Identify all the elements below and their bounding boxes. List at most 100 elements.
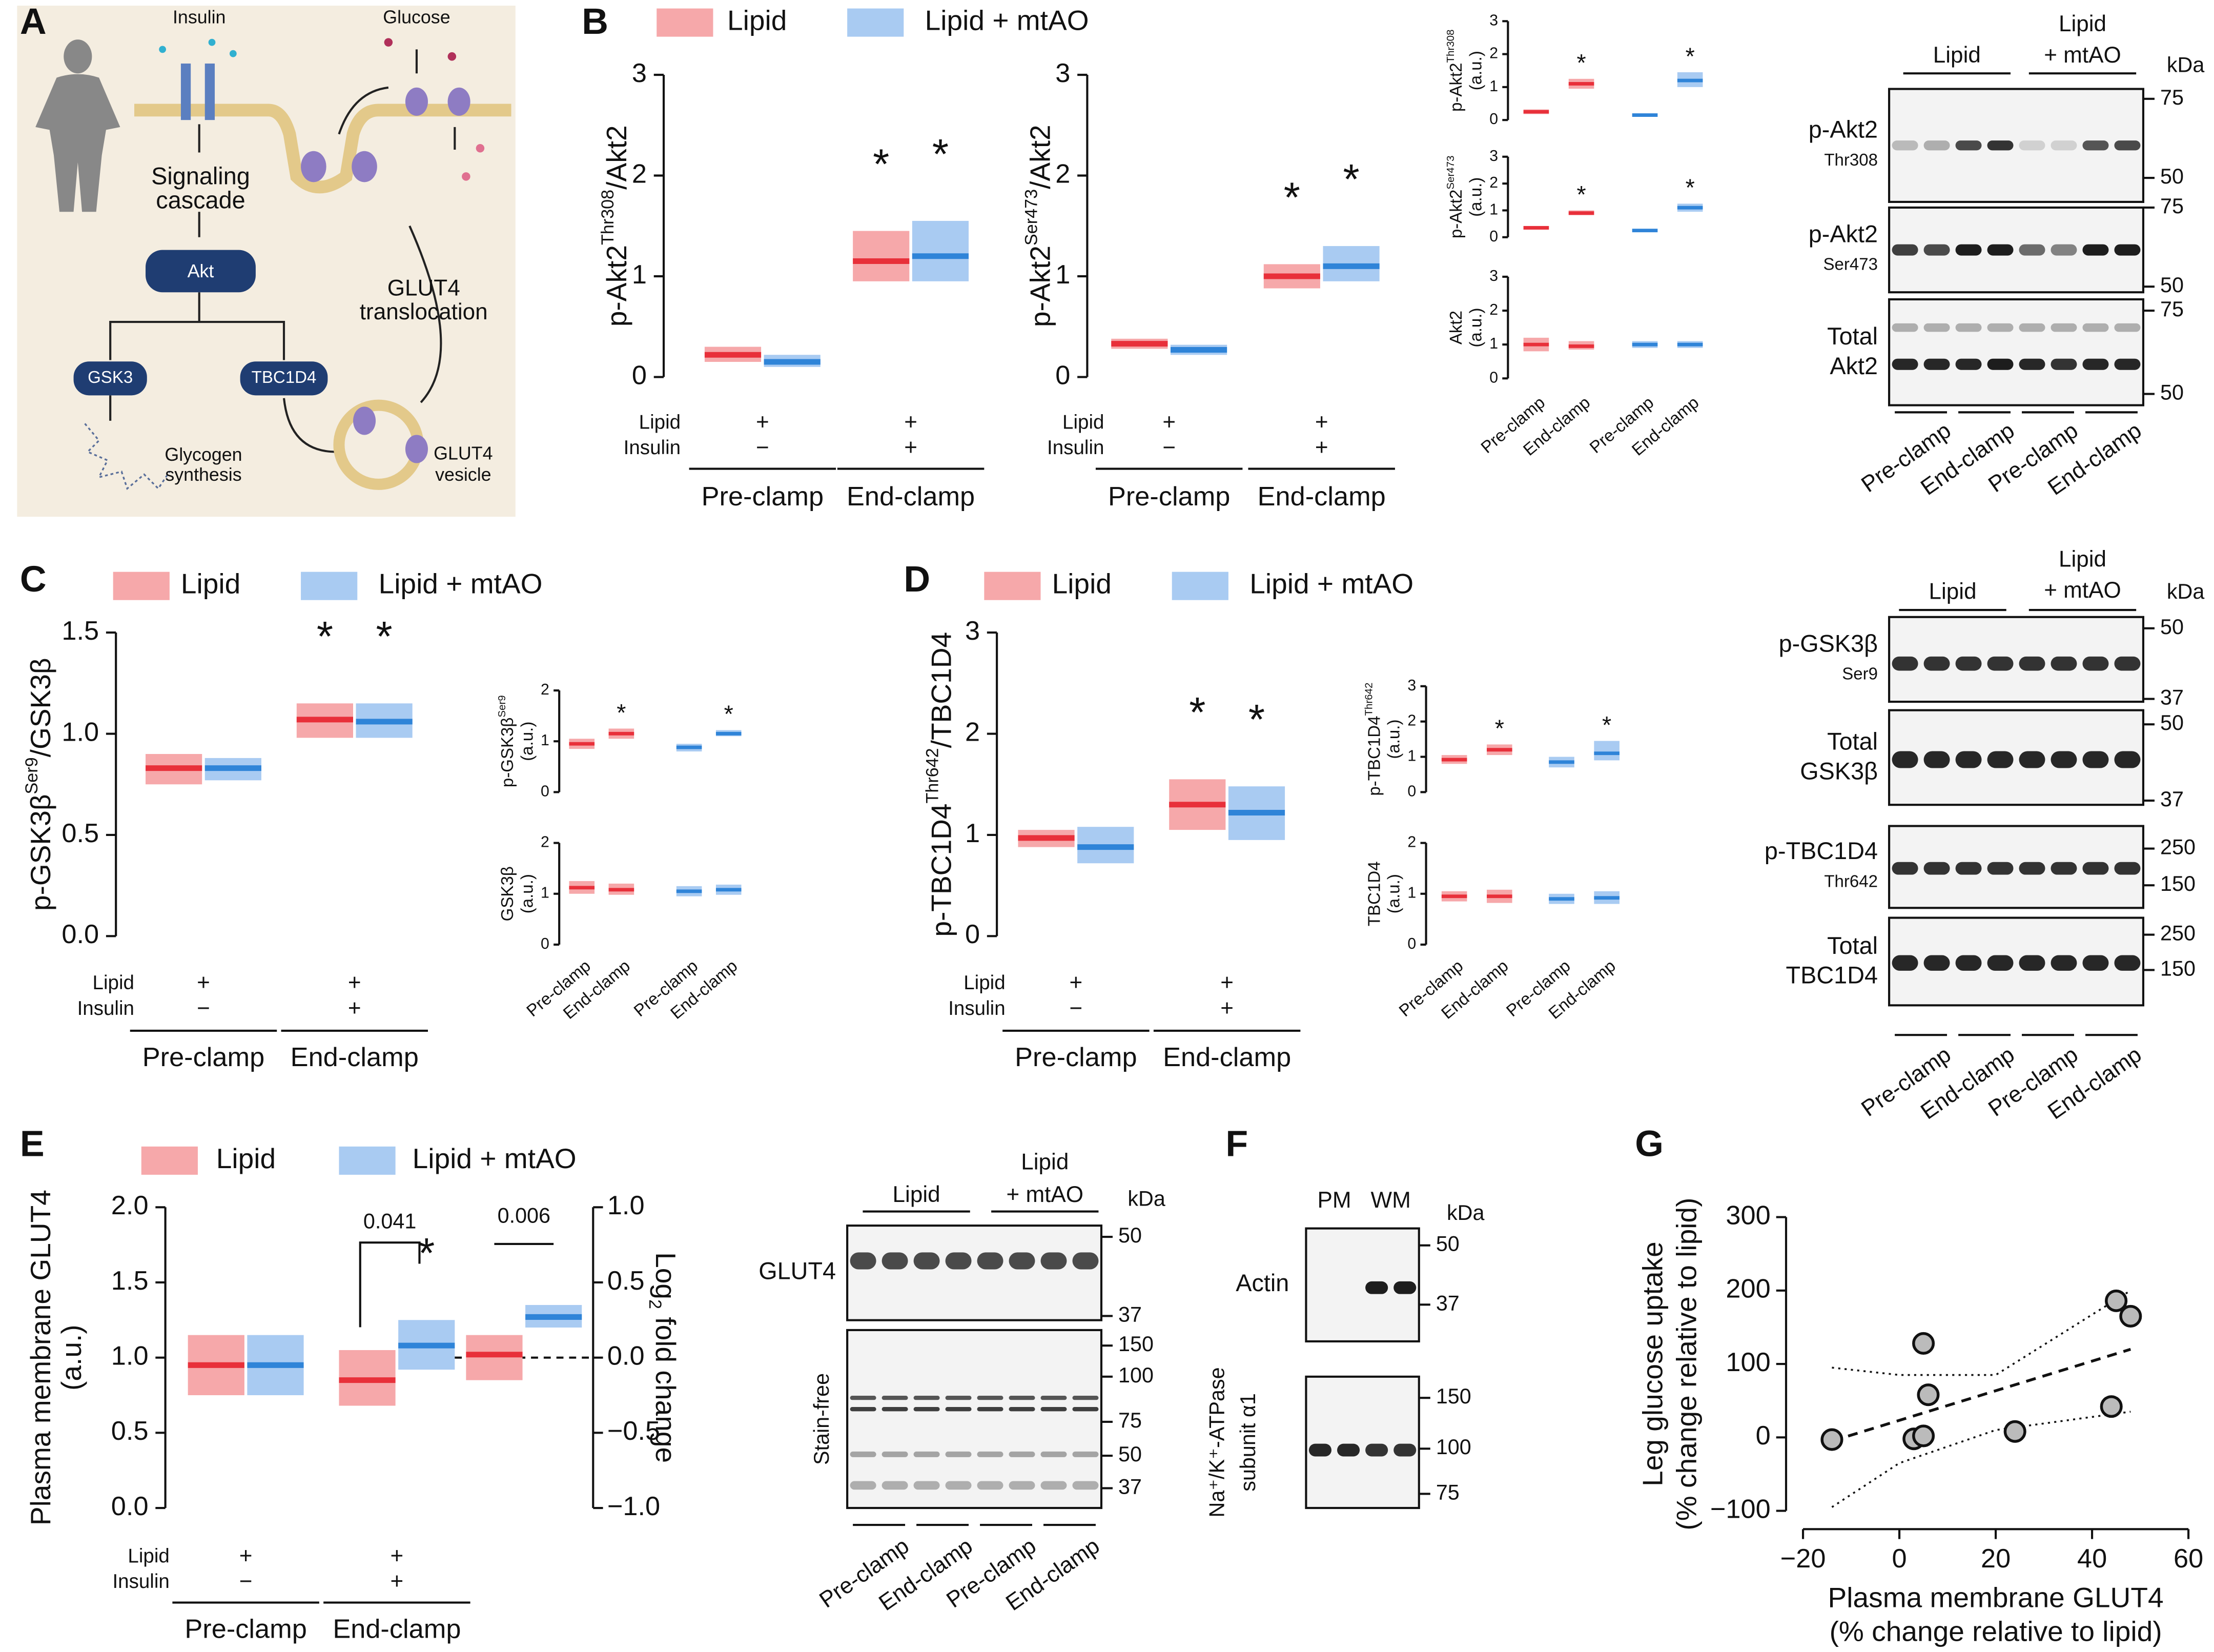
panel-letter: E (20, 1124, 45, 1165)
significance: * (1686, 43, 1695, 70)
condition-mark: − (1162, 435, 1176, 460)
significance: * (317, 613, 333, 660)
marker-label: 75 (2160, 297, 2184, 321)
marker-label: 37 (2160, 787, 2184, 811)
diagram-label: Signaling (151, 162, 250, 189)
blot-band (850, 1481, 876, 1490)
legend-swatch (984, 572, 1041, 600)
blot-band (2051, 751, 2077, 768)
blot-band (945, 1396, 972, 1400)
point (2003, 1420, 2026, 1443)
y2-axis-label-part: fold change (650, 1309, 682, 1463)
blot-row-label: Actin (1236, 1270, 1289, 1296)
condition-mark: + (1220, 995, 1234, 1021)
legend-label: Lipid + mtAO (1249, 568, 1413, 600)
y-axis-unit: (a.u.) (1466, 308, 1485, 348)
y-axis-label-part: /Akt2 (1024, 125, 1056, 189)
y-tick-label: 0 (632, 360, 647, 390)
blot-band (2019, 244, 2045, 256)
blot-band (913, 1481, 940, 1490)
significance: * (724, 701, 733, 727)
y-tick-label: 3 (965, 616, 980, 646)
blot-group-label: Lipid (2059, 546, 2106, 572)
blot-band (945, 1451, 972, 1457)
y2-axis-label: Log2 fold change (645, 1252, 682, 1463)
blot-band (1892, 656, 1918, 671)
y-tick-label: 1 (1489, 78, 1498, 95)
condition-mark: + (239, 1543, 253, 1568)
blot-band (2114, 323, 2141, 332)
significance: * (1576, 50, 1586, 76)
x-tick-label: End-clamp (333, 1615, 461, 1644)
significance: * (1576, 181, 1586, 208)
blot-band (1987, 140, 2014, 151)
blot-band (2082, 140, 2109, 151)
blot-band (2082, 862, 2109, 875)
blot-band (913, 1407, 940, 1412)
blot-band (1955, 358, 1982, 370)
marker-label: 150 (1436, 1384, 1471, 1408)
blot-row-label: p-Akt2 (1809, 116, 1878, 143)
y-tick-label: 3 (1489, 148, 1498, 165)
blot-row-label: Total (1827, 932, 1878, 959)
blot-band (1892, 358, 1918, 370)
y-axis-unit: (a.u.) (518, 874, 537, 913)
blot-band (881, 1451, 908, 1457)
y-tick-label: 0 (541, 935, 549, 952)
blot-band (1987, 323, 2014, 332)
y-tick-label: 0 (965, 920, 980, 949)
marker-label: 50 (2160, 273, 2184, 297)
condition-mark: − (756, 435, 769, 460)
condition-label: Insulin (624, 437, 681, 459)
blot-band (1923, 358, 1950, 370)
marker-label: 100 (1118, 1363, 1154, 1387)
blot-band (2082, 323, 2109, 332)
x-tick-label: Pre-clamp (184, 1615, 306, 1644)
blot-band (1040, 1396, 1067, 1400)
condition-label: Insulin (77, 997, 134, 1019)
blot-band (1987, 244, 2014, 256)
marker-label: 150 (2160, 872, 2196, 895)
marker-label: 50 (1436, 1232, 1460, 1256)
y-tick-label: 1 (1407, 885, 1416, 902)
y-tick-label: 1 (1489, 201, 1498, 218)
blot-band (945, 1252, 972, 1270)
legend-label: Lipid + mtAO (925, 5, 1089, 36)
x-tick-label: Pre-clamp (702, 482, 824, 512)
blot-band (1009, 1252, 1035, 1270)
legend-swatch (657, 8, 713, 37)
y-axis-label: p-Akt2Ser473 (1445, 155, 1466, 238)
blot-band (2082, 358, 2109, 370)
condition-mark: + (1315, 410, 1328, 435)
blot-row-label: Ser473 (1823, 255, 1878, 274)
blot-band (850, 1451, 876, 1457)
marker-label: 75 (2160, 194, 2184, 218)
blot-band (2082, 751, 2109, 768)
y-axis-label-part: Thr308 (598, 190, 618, 245)
condition-mark: + (348, 970, 361, 995)
blot-group-label: Lipid (2059, 11, 2106, 36)
blot-band (1009, 1407, 1035, 1412)
blot-band (1955, 955, 1982, 971)
marker-label: 75 (1118, 1409, 1142, 1432)
significance: * (617, 699, 626, 726)
x-tick-label: Pre-clamp (142, 1043, 264, 1072)
y-axis-label-part: p-GSK3β (498, 718, 517, 788)
y-tick-label: −100 (1710, 1494, 1771, 1524)
point (1912, 1332, 1935, 1355)
y-axis-label-part: Thr642 (1363, 683, 1375, 716)
y-axis-label-part: Thr642 (922, 748, 942, 803)
legend-swatch (301, 572, 358, 600)
y-axis-label-part: TBC1D4 (1365, 861, 1384, 926)
y-axis-unit: (a.u.) (1466, 51, 1485, 90)
legend-label: Lipid (1052, 568, 1112, 600)
significance: * (1602, 711, 1611, 738)
y-axis-label-part: Ser473 (1445, 155, 1457, 189)
diagram-label: synthesis (165, 464, 241, 485)
y-axis-unit: (a.u.) (55, 1324, 87, 1391)
blot-band (913, 1451, 940, 1457)
blot-group-label: Lipid (1929, 579, 1977, 604)
panel-letter: D (904, 559, 930, 600)
y-tick-label: 3 (632, 58, 647, 88)
y-axis-label-part: p-Akt2 (1447, 190, 1466, 239)
